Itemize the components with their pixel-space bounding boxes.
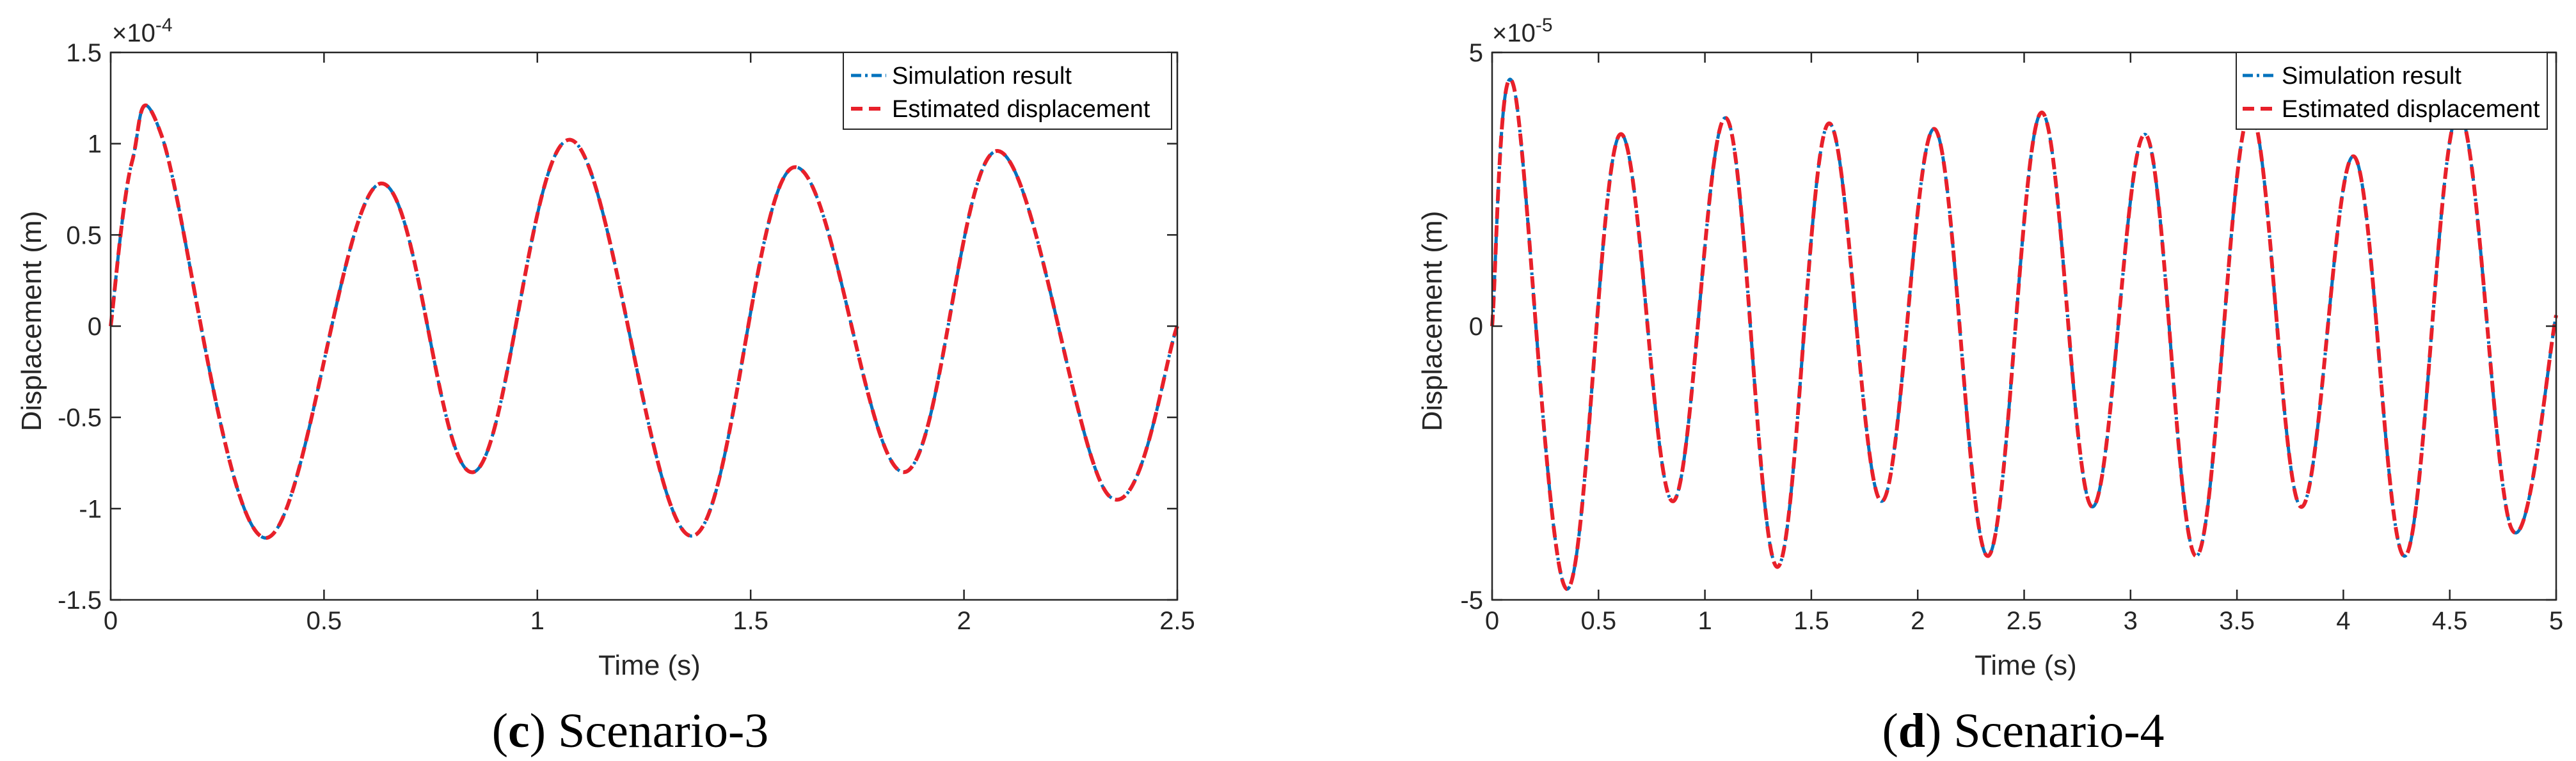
- x-tick-label-d-8: 4: [2336, 607, 2350, 635]
- x-tick-label-c-2: 1: [530, 607, 545, 635]
- x-tick-label-d-4: 2: [1911, 607, 1925, 635]
- y-tick-label-c-4: 0.5: [66, 221, 102, 249]
- y-tick-labels-c: -1.5 -1 -0.5 0 0.5 1 1.5: [58, 39, 102, 615]
- series-lines-d: [1490, 77, 2558, 591]
- x-tick-label-d-7: 3.5: [2219, 607, 2255, 635]
- x-tick-label-d-0: 0: [1485, 607, 1499, 635]
- legend-label-d-0: Simulation result: [2282, 63, 2461, 90]
- caption-letter-c: c: [508, 704, 530, 758]
- legend-box-d: [2236, 52, 2548, 130]
- x-tick-label-c-1: 0.5: [306, 607, 342, 635]
- y-exponent-base-c: ×10: [112, 19, 155, 47]
- x-tick-label-d-6: 3: [2124, 607, 2138, 635]
- y-tick-label-c-2: -0.5: [58, 404, 102, 432]
- x-tick-label-c-0: 0: [104, 607, 118, 635]
- x-axis-label-d: Time (s): [1975, 650, 2077, 681]
- legend-label-c-1: Estimated displacement: [892, 96, 1150, 123]
- x-tick-label-d-10: 5: [2549, 607, 2563, 635]
- y-tick-labels-d: -5 0 5: [1460, 39, 1483, 615]
- series-line-d-1: [1490, 77, 2558, 591]
- caption-c: (c) Scenario-3: [492, 704, 769, 758]
- x-tick-label-c-4: 2: [957, 607, 971, 635]
- y-exponent-power-c: -4: [155, 15, 173, 36]
- series-line-c-1: [109, 103, 1179, 540]
- y-exponent-d: ×10-5: [1492, 15, 1553, 47]
- caption-text-d: Scenario-4: [1953, 704, 2164, 758]
- caption-text-c: Scenario-3: [558, 704, 768, 758]
- chart-panel-c: 0 0.5 1 1.5 2 2.5 -1.5 -1 -0.5 0 0.5 1 1.5 Time (s)…: [16, 15, 1195, 758]
- y-tick-label-c-3: 0: [88, 313, 102, 341]
- caption-letter-d: d: [1898, 704, 1925, 758]
- legend-c: Simulation result Estimated displacement: [843, 52, 1172, 130]
- y-tick-label-c-1: -1: [79, 495, 102, 523]
- caption-d: (d) Scenario-4: [1882, 704, 2164, 758]
- y-tick-label-d-1: 0: [1469, 313, 1483, 341]
- axes-d: [1491, 51, 2557, 601]
- y-tick-label-d-2: 5: [1469, 39, 1483, 67]
- x-tick-labels-c: 0 0.5 1 1.5 2 2.5: [104, 607, 1195, 635]
- legend-box-c: [843, 52, 1172, 130]
- x-tick-labels-d: 0 0.5 1 1.5 2 2.5 3 3.5 4 4.5 5: [1485, 607, 2563, 635]
- series-line-c-0: [109, 104, 1179, 540]
- y-axis-label-d: Displacement (m): [1417, 211, 1448, 432]
- y-tick-label-c-6: 1.5: [66, 39, 102, 67]
- legend-label-d-1: Estimated displacement: [2282, 96, 2540, 123]
- legend-d: Simulation result Estimated displacement: [2236, 52, 2548, 130]
- y-exponent-base-d: ×10: [1492, 19, 1536, 47]
- series-line-d-0: [1490, 77, 2558, 591]
- axes-c: [109, 51, 1179, 601]
- x-tick-label-c-3: 1.5: [733, 607, 768, 635]
- axes-box-c: [109, 51, 1179, 601]
- chart-panel-d: 0 0.5 1 1.5 2 2.5 3 3.5 4 4.5 5 -505 Time (s) Disp…: [1417, 15, 2563, 758]
- y-axis-label-c: Displacement (m): [16, 211, 47, 432]
- y-tick-label-c-0: -1.5: [58, 586, 102, 615]
- y-tick-label-d-0: -5: [1460, 586, 1483, 615]
- x-tick-label-d-2: 1: [1697, 607, 1712, 635]
- x-axis-label-c: Time (s): [598, 650, 701, 681]
- x-tick-label-d-3: 1.5: [1793, 607, 1829, 635]
- x-tick-label-c-5: 2.5: [1159, 607, 1195, 635]
- x-tick-label-d-9: 4.5: [2432, 607, 2468, 635]
- axes-box-d: [1491, 51, 2557, 601]
- x-tick-label-d-5: 2.5: [2007, 607, 2042, 635]
- y-tick-label-c-5: 1: [88, 130, 102, 159]
- legend-label-c-0: Simulation result: [892, 63, 1072, 90]
- y-exponent-power-d: -5: [1536, 15, 1553, 36]
- x-tick-label-d-1: 0.5: [1580, 607, 1616, 635]
- y-exponent-c: ×10-4: [112, 15, 173, 47]
- series-lines-c: [109, 103, 1179, 540]
